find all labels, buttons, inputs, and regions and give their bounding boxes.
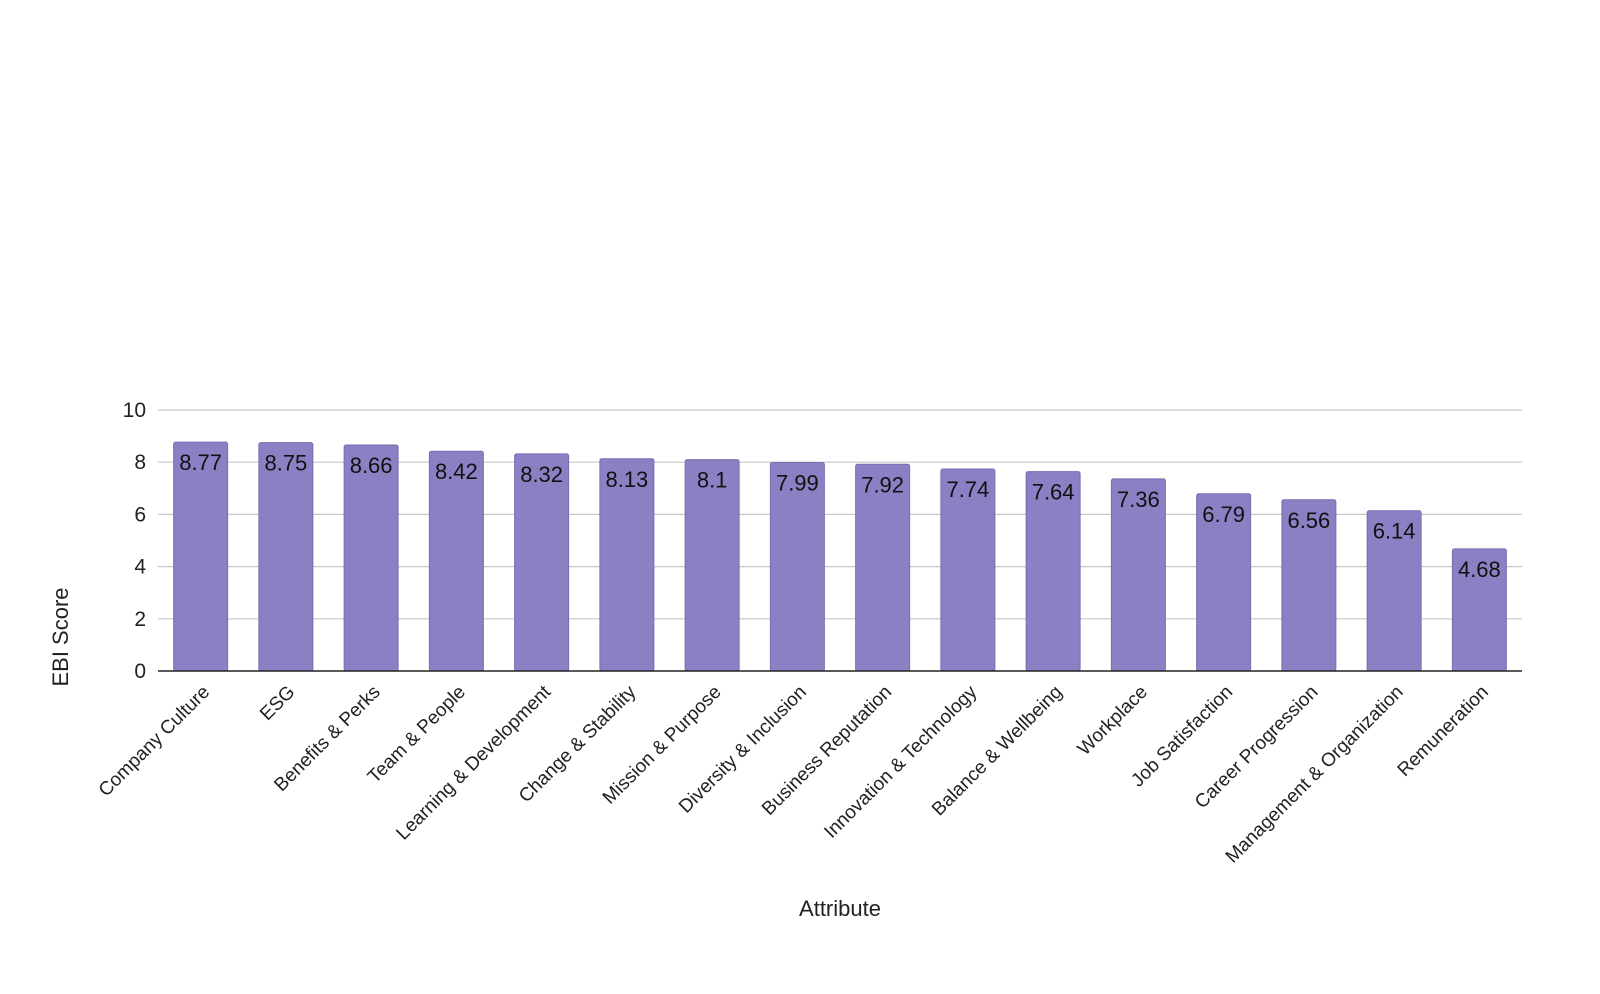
y-tick-label: 2 [134,608,146,631]
bar-value-label: 7.64 [1032,480,1075,505]
x-tick-label: Management & Organization [1222,682,1408,868]
y-tick-label: 4 [134,556,146,579]
x-tick-label: ESG [256,682,299,725]
bar-value-label: 7.36 [1117,487,1160,512]
bar-value-label: 8.32 [520,462,563,487]
bar-value-label: 7.99 [776,470,819,495]
x-tick-label: Workplace [1074,682,1152,760]
bar [173,441,229,672]
y-tick-label: 6 [134,503,146,526]
x-axis-title: Attribute [799,896,881,921]
x-tick-label: Learning & Development [392,681,555,844]
bar-value-label: 6.14 [1373,519,1416,544]
x-tick-label: Innovation & Technology [820,681,981,842]
bar-value-label: 7.92 [861,472,904,497]
bar-value-label: 8.66 [350,453,393,478]
x-tick-label: Company Culture [95,682,214,801]
x-tick-label: Remuneration [1394,682,1493,781]
bar-value-label: 8.13 [605,467,648,492]
y-tick-label: 8 [134,451,146,474]
y-tick-label: 10 [123,399,146,422]
bar-value-label: 8.77 [179,450,222,475]
bar [258,442,314,672]
bar-value-label: 7.74 [946,477,989,502]
bar-value-label: 8.1 [697,468,728,493]
y-tick-label: 0 [134,660,146,683]
y-axis-title: EBI Score [48,587,73,686]
y-axis-ticks: 0 2 4 6 8 10 [123,399,147,683]
bars [173,441,1507,672]
bar [343,444,399,672]
bar-value-label: 6.79 [1202,502,1245,527]
bar-value-label: 4.68 [1458,557,1501,582]
bar-value-label: 6.56 [1287,508,1330,533]
data-labels: 8.77 8.75 8.66 8.42 8.32 8.13 8.1 7.99 7.92 7.74 7… [179,450,1501,582]
bar-value-label: 8.75 [264,451,307,476]
bar-value-label: 8.42 [435,459,478,484]
